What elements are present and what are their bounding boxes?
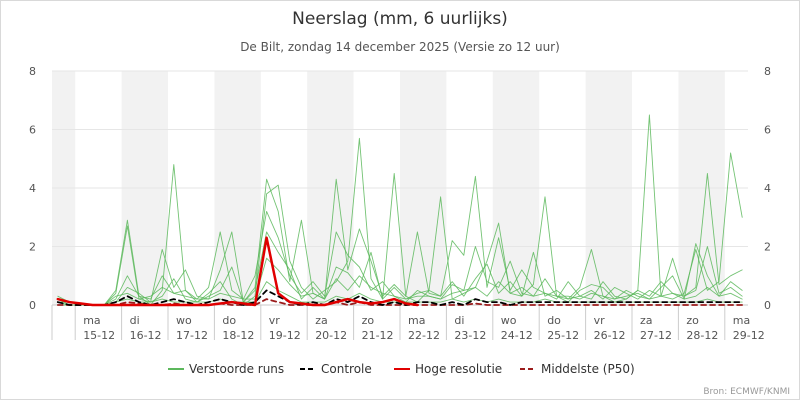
x-tick-date: 22-12 [408, 329, 440, 342]
y-tick-label: 0 [29, 299, 36, 312]
y-tick-label: 6 [764, 124, 771, 137]
x-tick-date: 26-12 [594, 329, 626, 342]
x-tick-day: di [454, 314, 464, 327]
chart-title: Neerslag (mm, 6 uurlijks) [292, 9, 508, 29]
source-credit: Bron: ECMWF/KNMI [703, 387, 790, 397]
x-axis: ma 15-12 di 16-12 wo 17-12 do 18-12 vr 19-12 za 20-… [51, 305, 765, 342]
chart-subtitle: De Bilt, zondag 14 december 2025 (Versie… [240, 40, 560, 54]
legend-item-hires: Hoge resolutie [394, 362, 502, 376]
y-axis-left: 0 2 4 6 8 [29, 65, 36, 312]
y-tick-label: 4 [29, 182, 36, 195]
series-line-control [56, 289, 744, 306]
x-tick-day: di [130, 314, 140, 327]
x-tick-date: 27-12 [640, 329, 672, 342]
legend-item-control: Controle [300, 362, 372, 376]
y-axis-right: 0 2 4 6 8 [764, 65, 771, 312]
x-tick-date: 16-12 [130, 329, 162, 342]
x-tick-date: 28-12 [686, 329, 718, 342]
x-tick-date: 29-12 [733, 329, 765, 342]
y-tick-label: 2 [764, 241, 771, 254]
legend-item-median: Middelste (P50) [520, 362, 635, 376]
x-tick-day: ma [83, 314, 100, 327]
legend-label: Hoge resolutie [415, 362, 502, 376]
x-tick-day: ma [408, 314, 425, 327]
series-line-perturbed [57, 231, 743, 306]
legend-label: Controle [321, 362, 372, 376]
legend-label: Verstoorde runs [189, 362, 284, 376]
x-tick-day: wo [176, 314, 192, 327]
y-tick-label: 6 [29, 124, 36, 137]
x-tick-day: zo [686, 314, 699, 327]
y-tick-label: 2 [29, 241, 36, 254]
x-tick-day: wo [501, 314, 517, 327]
x-tick-day: zo [362, 314, 375, 327]
legend-item-perturbed: Verstoorde runs [168, 362, 284, 376]
x-tick-date: 21-12 [362, 329, 394, 342]
y-tick-label: 8 [29, 65, 36, 78]
x-tick-date: 23-12 [454, 329, 486, 342]
series-line-perturbed [57, 257, 743, 306]
x-tick-date: 18-12 [222, 329, 254, 342]
x-tick-date: 24-12 [501, 329, 533, 342]
y-tick-label: 0 [764, 299, 771, 312]
legend: Verstoorde runs Controle Hoge resolutie Mid… [168, 362, 635, 376]
series-line-hires [56, 236, 419, 307]
series-line-median [56, 298, 744, 306]
x-tick-day: do [547, 314, 561, 327]
x-tick-date: 19-12 [269, 329, 301, 342]
x-tick-day: vr [594, 314, 606, 327]
x-tick-date: 17-12 [176, 329, 208, 342]
y-tick-label: 4 [764, 182, 771, 195]
y-tick-label: 8 [764, 65, 771, 78]
x-tick-day: do [222, 314, 236, 327]
x-tick-day: ma [733, 314, 750, 327]
legend-label: Middelste (P50) [541, 362, 635, 376]
x-tick-day: za [640, 314, 653, 327]
x-tick-day: vr [269, 314, 281, 327]
series-group [56, 114, 744, 307]
x-tick-date: 25-12 [547, 329, 579, 342]
x-tick-date: 15-12 [83, 329, 115, 342]
series-line-perturbed [57, 210, 743, 306]
x-tick-day: za [315, 314, 328, 327]
x-tick-date: 20-12 [315, 329, 347, 342]
